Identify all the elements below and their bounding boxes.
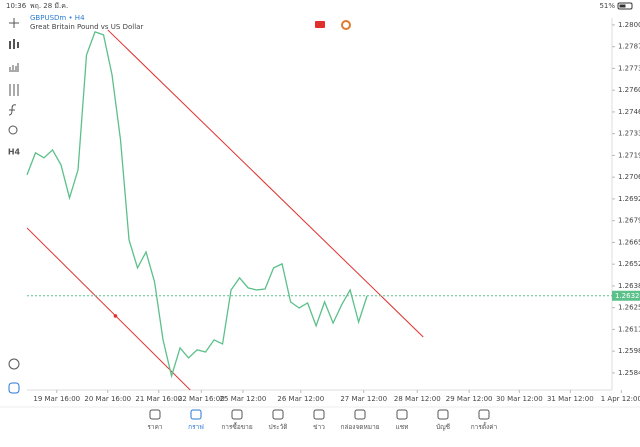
battery-level <box>619 4 626 8</box>
nav-label[interactable]: กราฟ <box>188 423 204 431</box>
y-tick-label: 1.26925 <box>618 195 640 203</box>
nav-icon[interactable] <box>272 409 284 420</box>
nav-icon[interactable] <box>396 409 408 420</box>
nav-label[interactable]: ข่าว <box>313 423 325 431</box>
x-tick-label: 28 Mar 12:00 <box>394 395 441 403</box>
trend-anchor <box>113 314 118 318</box>
y-tick-label: 1.26385 <box>618 282 640 290</box>
nav-label[interactable]: บัญชี <box>436 423 451 431</box>
objects-tool[interactable] <box>8 125 18 135</box>
y-tick-label: 1.27060 <box>618 173 640 181</box>
timeframe-button[interactable]: H4 <box>8 148 21 157</box>
nav-label[interactable]: ประวัติ <box>269 423 288 431</box>
chart-type-tool[interactable] <box>9 39 19 49</box>
nav-icon[interactable] <box>478 409 490 420</box>
x-tick-label: 27 Mar 12:00 <box>340 395 387 403</box>
y-tick-label: 1.26115 <box>618 325 640 333</box>
x-tick-label: 22 Mar 16:00 <box>178 395 225 403</box>
y-tick-label: 1.26655 <box>618 238 640 246</box>
x-tick-label: 30 Mar 12:00 <box>496 395 543 403</box>
chart-subtitle: Great Britain Pound vs US Dollar <box>30 23 143 31</box>
status-time: 10:36 <box>6 2 27 10</box>
trend-line <box>27 227 191 390</box>
nav-icon[interactable] <box>149 409 161 420</box>
settings-tool[interactable] <box>9 84 19 96</box>
x-tick-label: 21 Mar 16:00 <box>135 395 182 403</box>
nav-icon[interactable] <box>354 409 366 420</box>
last-price-label: 1.26324 <box>615 292 640 300</box>
nav-label[interactable]: การซื้อขาย <box>221 422 252 431</box>
x-tick-label: 1 Apr 12:00 <box>601 395 640 403</box>
nav-icon[interactable] <box>190 409 202 420</box>
x-tick-label: 19 Mar 16:00 <box>33 395 80 403</box>
indicator-tool[interactable] <box>9 63 19 72</box>
x-tick-label: 29 Mar 12:00 <box>446 395 493 403</box>
y-tick-label: 1.27870 <box>618 43 640 51</box>
nav-icon[interactable] <box>437 409 449 420</box>
nav-label[interactable]: ราคา <box>147 423 162 431</box>
sell-button[interactable] <box>315 21 325 28</box>
trend-line <box>107 29 424 338</box>
y-tick-label: 1.27330 <box>618 130 640 138</box>
price-line <box>26 31 368 379</box>
y-tick-label: 1.26790 <box>618 217 640 225</box>
y-tick-label: 1.27735 <box>618 64 640 72</box>
chat-tool[interactable] <box>8 358 20 370</box>
last-price-box <box>612 290 640 301</box>
app-tool[interactable] <box>8 382 20 394</box>
crosshair-tool[interactable] <box>9 18 19 28</box>
battery-icon <box>617 2 633 10</box>
y-tick-label: 1.25845 <box>618 369 640 377</box>
function-tool[interactable] <box>8 104 17 116</box>
y-tick-label: 1.26520 <box>618 260 640 268</box>
y-tick-label: 1.27195 <box>618 151 640 159</box>
status-date: พฤ. 28 มี.ค. <box>30 2 68 10</box>
chart-title: GBPUSDm • H4 <box>30 14 85 22</box>
y-tick-label: 1.28005 <box>618 21 640 29</box>
y-tick-label: 1.27600 <box>618 86 640 94</box>
one-click-button[interactable] <box>341 20 351 30</box>
nav-label[interactable]: การตั้งค่า <box>471 422 498 431</box>
x-tick-label: 31 Mar 12:00 <box>547 395 594 403</box>
status-battery: 51% <box>599 2 615 10</box>
x-tick-label: 26 Mar 12:00 <box>277 395 324 403</box>
y-tick-label: 1.27465 <box>618 108 640 116</box>
left-toolbar <box>8 18 20 394</box>
x-tick-label: 25 Mar 12:00 <box>220 395 267 403</box>
y-tick-label: 1.25980 <box>618 347 640 355</box>
nav-icon[interactable] <box>313 409 325 420</box>
x-tick-label: 20 Mar 16:00 <box>84 395 131 403</box>
nav-icon[interactable] <box>231 409 243 420</box>
nav-label[interactable]: แชท <box>396 423 409 431</box>
y-tick-label: 1.26250 <box>618 304 640 312</box>
nav-label[interactable]: กล่องจดหมาย <box>340 423 379 431</box>
